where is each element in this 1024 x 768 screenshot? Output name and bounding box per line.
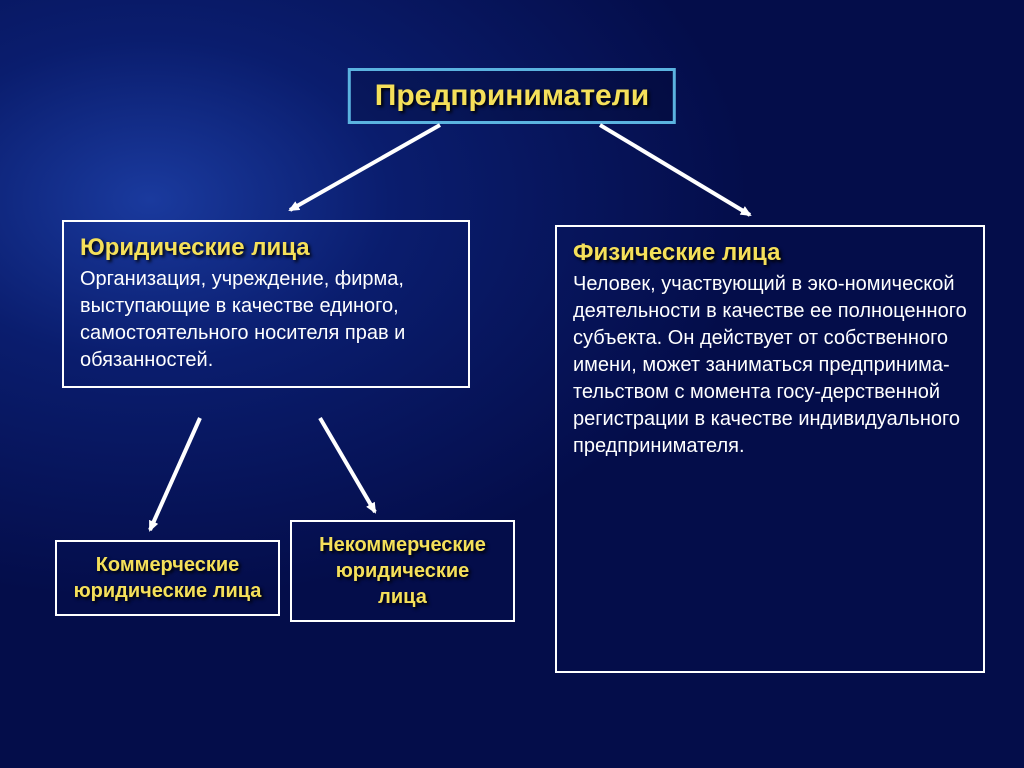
- arrow-title-to-physical: [600, 125, 750, 215]
- diagram-title: Предприниматели: [375, 79, 649, 112]
- noncommercial-box: Некоммерческие юридические лица: [290, 520, 515, 622]
- arrow-title-to-legal: [290, 125, 440, 210]
- legal-body: Организация, учреждение, фирма, выступаю…: [80, 266, 452, 374]
- commercial-line1: Коммерческие: [69, 552, 266, 578]
- commercial-box: Коммерческие юридические лица: [55, 540, 280, 616]
- physical-body: Человек, участвующий в эко-номической де…: [573, 271, 967, 460]
- noncommercial-line1: Некоммерческие: [304, 532, 501, 558]
- arrow-legal-to-commercial: [150, 418, 200, 530]
- legal-entities-box: Юридические лица Организация, учреждение…: [62, 220, 470, 388]
- physical-persons-box: Физические лица Человек, участвующий в э…: [555, 225, 985, 673]
- title-box: Предприниматели: [348, 68, 676, 124]
- arrow-legal-to-noncommercial: [320, 418, 375, 512]
- noncommercial-line3: лица: [304, 584, 501, 610]
- physical-heading: Физические лица: [573, 239, 967, 267]
- noncommercial-line2: юридические: [304, 558, 501, 584]
- legal-heading: Юридические лица: [80, 234, 452, 262]
- commercial-line2: юридические лица: [69, 578, 266, 604]
